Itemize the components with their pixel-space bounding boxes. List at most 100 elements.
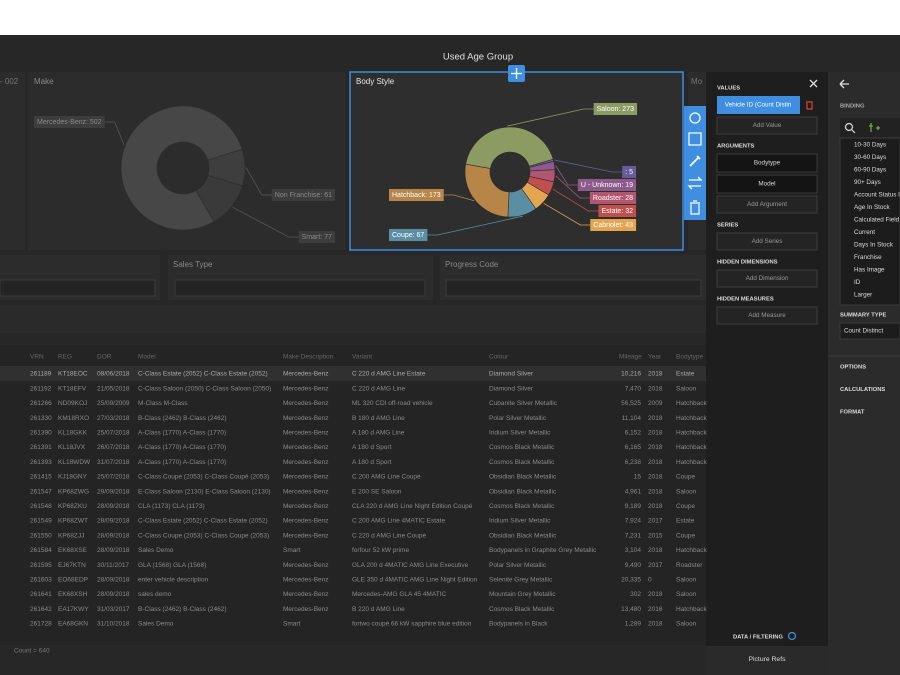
field-item: Account Status I: [854, 192, 900, 199]
add-button[interactable]: [716, 306, 818, 325]
filter-select[interactable]: [0, 279, 156, 297]
remove-icon[interactable]: [806, 101, 813, 110]
settings-icon[interactable]: [689, 112, 701, 124]
layout-icon[interactable]: [688, 132, 702, 146]
table-cell: 21/05/2018: [97, 385, 130, 392]
table-cell: 2017: [648, 562, 663, 569]
leader-line: [543, 202, 591, 226]
table-cell: Roadster: [676, 562, 703, 569]
leader-line: [555, 175, 590, 199]
table-cell: 11,104: [622, 415, 642, 422]
table-cell: A-Class (1770) A-Class (1770): [138, 459, 226, 466]
summary-value: Count Distinct: [844, 328, 883, 335]
field-list: [839, 137, 900, 306]
filter-select[interactable]: [445, 279, 702, 297]
table-cell: B-Class (2462) B-Class (2462): [138, 415, 227, 422]
table-cell: C 220 d AMG Line Coupé: [352, 532, 426, 539]
table-cell: 261549: [30, 518, 52, 525]
column-header: Colour: [489, 354, 509, 361]
add-button[interactable]: [716, 195, 818, 214]
search-icon[interactable]: [844, 122, 854, 132]
table-cell: 6,152: [625, 430, 642, 437]
table-cell: EA17KWY: [58, 606, 89, 613]
table-cell: 2018: [648, 621, 663, 628]
table-cell: Sales Demo: [138, 621, 174, 628]
table-cell: 2018: [648, 503, 663, 510]
table-cell: Mercedes-Benz: [283, 488, 329, 495]
table-cell: Sales Demo: [138, 547, 174, 554]
table-cell: Obsidian Black Metallic: [489, 474, 557, 481]
table-cell: Mercedes-Benz: [283, 518, 329, 525]
field-item: 60-90 Days: [854, 167, 886, 174]
table-cell: 2018: [648, 474, 663, 481]
table-cell: 7,924: [625, 518, 642, 525]
table-cell: E-Class Saloon (2130) E-Class Saloon (21…: [138, 488, 271, 495]
value-chip-label: Vehicle ID (Count Distin: [725, 102, 792, 109]
donut-segment: [120, 105, 243, 231]
table-cell: 56,525: [621, 400, 641, 407]
field-item: Days In Stock: [854, 242, 894, 249]
table-cell: Selenite Grey Metallic: [489, 577, 553, 584]
close-icon[interactable]: [809, 79, 818, 88]
footer-tab[interactable]: [706, 646, 828, 675]
table-cell: 261603: [30, 577, 52, 584]
donut-segment: [464, 163, 510, 218]
table-cell: A-Class (1770) A-Class (1770): [138, 430, 226, 437]
label-box: [298, 231, 336, 243]
table-cell: 2018: [648, 415, 663, 422]
table-cell: Estate: [676, 518, 695, 525]
section-heading: HIDDEN MEASURES: [717, 297, 774, 303]
section-heading: VALUES: [717, 86, 740, 92]
table-cell: 28/09/2018: [97, 547, 130, 554]
table-cell: Bodypanels in Black: [489, 621, 548, 628]
table-cell: 261728: [30, 621, 52, 628]
table-cell: Hatchback: [676, 430, 707, 437]
table-cell: 2018: [648, 444, 663, 451]
argument-chip[interactable]: [716, 153, 818, 173]
table-cell: 28/09/2018: [97, 518, 130, 525]
table-cell: 2017: [648, 518, 663, 525]
table-cell: Hatchback: [676, 547, 707, 554]
table-cell: 6,238: [625, 459, 642, 466]
table-cell: Mercedes-Benz: [283, 400, 329, 407]
field-item: ID: [854, 279, 861, 286]
chart-title: Body Style: [356, 77, 395, 86]
table-cell: A 180 d Sport: [352, 459, 392, 466]
add-button-label: Add Argument: [747, 201, 787, 208]
summary-select[interactable]: [839, 322, 900, 340]
section-heading: ARGUMENTS: [717, 144, 754, 150]
table-cell: 25/07/2018: [97, 474, 130, 481]
back-icon[interactable]: [839, 79, 849, 89]
add-button[interactable]: [716, 116, 818, 135]
swap-icon[interactable]: [687, 176, 703, 190]
filter-settings-icon[interactable]: [787, 631, 797, 641]
leader-line: [427, 215, 523, 236]
label-box: [389, 189, 444, 201]
table-cell: Smart: [283, 621, 301, 628]
delete-icon[interactable]: [690, 200, 700, 215]
table-cell: Saloon: [676, 385, 697, 392]
table-cell: Polar Silver Metallic: [489, 415, 547, 422]
leader-line: [245, 167, 272, 196]
table-cell: Hatchback: [676, 415, 707, 422]
value-chip[interactable]: [717, 96, 800, 114]
table-cell: KP68ZJJ: [58, 532, 84, 539]
argument-chip[interactable]: [716, 174, 818, 194]
table-cell: KP68ZWT: [58, 518, 88, 525]
table-cell: 15: [634, 474, 642, 481]
table-cell: Estate: [676, 371, 695, 378]
data-label: : 5: [625, 169, 633, 176]
dashboard-title: Used Age Group: [443, 52, 513, 63]
table-cell: GLA (1568) GLA (1568): [138, 562, 206, 569]
wrench-icon[interactable]: [689, 155, 701, 167]
field-item: Calculated Field: [854, 217, 900, 224]
column-header: Model: [138, 354, 156, 361]
add-button[interactable]: [716, 232, 818, 251]
filter-select[interactable]: [174, 279, 426, 297]
table-cell: 10,216: [621, 371, 641, 378]
formula-icon[interactable]: [869, 123, 880, 132]
table-cell: Smart: [283, 547, 301, 554]
table-cell: Mercedes-Benz: [283, 532, 329, 539]
add-button[interactable]: [716, 269, 818, 288]
